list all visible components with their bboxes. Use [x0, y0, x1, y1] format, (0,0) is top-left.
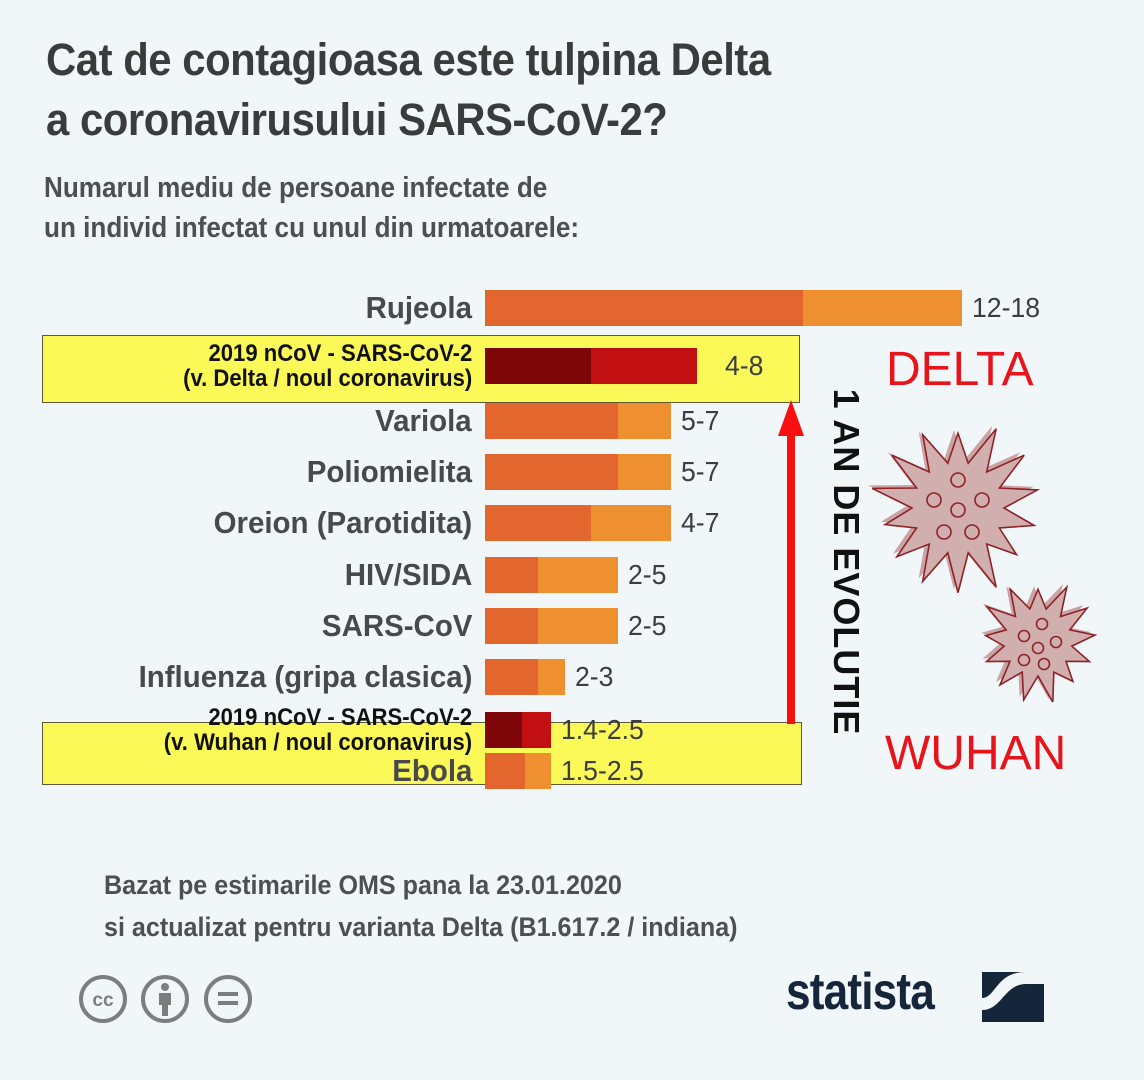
- svg-text:cc: cc: [92, 990, 114, 1011]
- bar-low-segment: [485, 557, 538, 593]
- bar-low-segment: [485, 505, 591, 541]
- bar-low-segment: [485, 659, 538, 695]
- bar-low-segment: [485, 290, 803, 326]
- chart-title-line-2: a coronavirusului SARS-CoV-2?: [46, 94, 668, 145]
- category-label: 2019 nCoV - SARS-CoV-2 (v. Delta / noul c…: [183, 341, 472, 391]
- virus-delta-icon: [868, 425, 1041, 593]
- bar-value-label: 1.4-2.5: [561, 714, 645, 745]
- bar-low-segment: [485, 454, 618, 490]
- bar-high-segment: [591, 505, 671, 541]
- category-label-line-2: (v. Delta / noul coronavirus): [182, 365, 472, 392]
- bar-high-segment: [538, 557, 618, 593]
- bar-high-segment: [803, 290, 962, 326]
- bar-value-label: 12-18: [972, 292, 1041, 323]
- category-label: Rujeola: [365, 290, 472, 325]
- bar-high-segment: [522, 712, 552, 748]
- bar-high-segment: [538, 608, 618, 644]
- evolution-text: 1 AN DE EVOLUTIE: [826, 388, 867, 736]
- wuhan-label: WUHAN: [885, 727, 1067, 780]
- source-note-line-2: si actualizat pentru varianta Delta (B1.…: [104, 912, 738, 942]
- delta-label: DELTA: [886, 343, 1034, 396]
- bar-value-label: 1.5-2.5: [561, 755, 645, 786]
- bar-value-label: 2-3: [574, 661, 613, 692]
- category-label: Poliomielita: [306, 454, 472, 489]
- bar-low-segment: [485, 608, 538, 644]
- bar-high-segment: [617, 454, 671, 490]
- bar-low-segment: [485, 712, 523, 748]
- bar-low-segment: [485, 348, 591, 384]
- highlight-box-wuhan: [42, 722, 802, 785]
- category-label: Ebola: [391, 753, 472, 788]
- category-label: Influenza (gripa clasica): [138, 659, 472, 694]
- cc-icon: cc: [79, 975, 127, 1023]
- category-label: 2019 nCoV - SARS-CoV-2 (v. Wuhan / noul c…: [164, 705, 472, 755]
- statista-logo-icon: [982, 972, 1044, 1022]
- statista-logo-text: statista: [786, 963, 935, 1021]
- evolution-arrow-icon: [778, 400, 804, 724]
- category-label: Variola: [375, 403, 472, 438]
- evolution-label: 1 AN DE EVOLUTIE: [820, 348, 872, 776]
- category-label: Oreion (Parotidita): [213, 505, 472, 540]
- chart-title-line-1: Cat de contagioasa este tulpina Delta: [46, 34, 771, 85]
- category-label-line-2: (v. Wuhan / noul coronavirus): [163, 729, 472, 756]
- bar-value-label: 5-7: [680, 456, 719, 487]
- category-label-line-1: 2019 nCoV - SARS-CoV-2: [208, 704, 472, 731]
- bar-value-label: 2-5: [627, 610, 666, 641]
- source-note-line-1: Bazat pe estimarile OMS pana la 23.01.20…: [104, 870, 622, 900]
- chart-subtitle-line-1: Numarul mediu de persoane infectate de: [44, 172, 548, 204]
- bar-low-segment: [485, 403, 618, 439]
- bar-low-segment: [485, 753, 525, 789]
- bar-high-segment: [538, 659, 565, 695]
- virus-wuhan-icon: [981, 584, 1098, 702]
- chart-subtitle-line-2: un individ infectat cu unul din urmatoar…: [44, 212, 580, 244]
- bar-value-label: 4-8: [725, 350, 764, 381]
- bar-high-segment: [617, 403, 671, 439]
- no-derivatives-icon: [204, 975, 252, 1023]
- bar-high-segment: [524, 753, 552, 789]
- category-label: HIV/SIDA: [344, 557, 472, 592]
- bar-high-segment: [591, 348, 697, 384]
- cc-license-icons: cc: [79, 975, 252, 1023]
- by-attribution-icon: [141, 975, 189, 1023]
- category-label-line-1: 2019 nCoV - SARS-CoV-2: [208, 340, 473, 367]
- bar-value-label: 5-7: [680, 405, 719, 436]
- bar-value-label: 2-5: [627, 559, 666, 590]
- category-label: SARS-CoV: [321, 608, 472, 643]
- bar-value-label: 4-7: [680, 507, 719, 538]
